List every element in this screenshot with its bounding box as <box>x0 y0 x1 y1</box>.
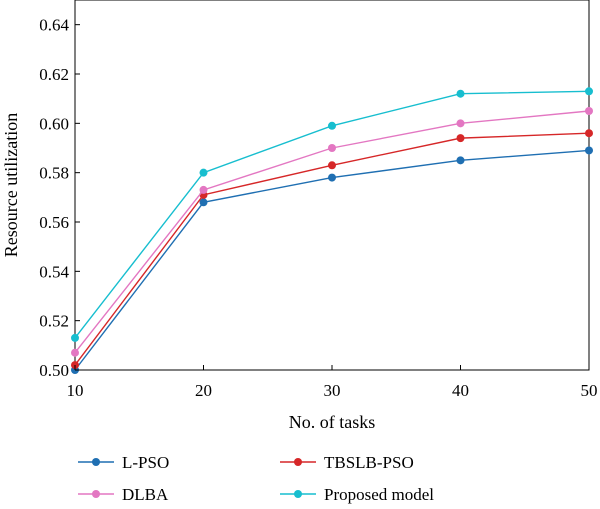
data-point <box>456 134 465 143</box>
y-tick-label: 0.50 <box>39 361 69 380</box>
legend-item: TBSLB-PSO <box>280 453 414 472</box>
y-tick-label: 0.58 <box>39 164 69 183</box>
y-tick-label: 0.62 <box>39 65 69 84</box>
data-point <box>328 161 336 170</box>
x-axis-label: No. of tasks <box>289 412 376 432</box>
y-tick-label: 0.56 <box>39 213 69 232</box>
series-3 <box>71 87 593 342</box>
series-1 <box>71 129 593 370</box>
data-point <box>328 121 336 130</box>
y-tick-label: 0.64 <box>39 16 69 35</box>
series-0 <box>71 146 593 374</box>
x-tick-label: 50 <box>581 381 598 400</box>
plot-frame <box>74 0 590 371</box>
data-point <box>585 87 593 96</box>
data-point <box>585 107 593 115</box>
x-tick-label: 10 <box>67 381 84 400</box>
x-axis: 10 20 30 40 50 <box>67 365 598 400</box>
series-2 <box>71 107 593 357</box>
legend-marker <box>294 458 302 466</box>
legend-label: DLBA <box>122 485 169 504</box>
x-tick-label: 20 <box>195 381 212 400</box>
x-tick-label: 30 <box>324 381 341 400</box>
legend: L-PSO TBSLB-PSO DLBA Proposed model <box>78 453 434 504</box>
y-tick-label: 0.60 <box>39 114 69 133</box>
data-point <box>328 173 336 182</box>
data-point <box>71 348 79 357</box>
data-point <box>328 144 336 152</box>
y-tick-label: 0.52 <box>39 312 69 331</box>
legend-label: Proposed model <box>324 485 434 504</box>
data-point <box>199 185 208 194</box>
legend-item: L-PSO <box>78 453 169 472</box>
legend-marker <box>92 490 100 498</box>
series-layer <box>71 87 593 374</box>
y-axis: 0.50 0.52 0.54 0.56 0.58 0.60 0.62 0.64 <box>39 16 80 380</box>
series-line <box>74 149 590 371</box>
legend-label: L-PSO <box>122 453 169 472</box>
data-point <box>199 168 208 177</box>
data-point <box>199 198 208 207</box>
y-axis-label: Resource utilization <box>1 113 21 257</box>
legend-marker <box>294 490 302 498</box>
legend-item: DLBA <box>78 485 169 504</box>
data-point <box>456 156 465 165</box>
x-tick-label: 40 <box>452 381 469 400</box>
data-point <box>585 129 593 138</box>
legend-marker <box>92 458 100 466</box>
data-point <box>456 89 465 98</box>
legend-label: TBSLB-PSO <box>324 453 414 472</box>
data-point <box>71 333 79 342</box>
data-point <box>456 119 465 128</box>
y-tick-label: 0.54 <box>39 262 69 281</box>
legend-item: Proposed model <box>280 485 434 504</box>
data-point <box>585 146 593 155</box>
